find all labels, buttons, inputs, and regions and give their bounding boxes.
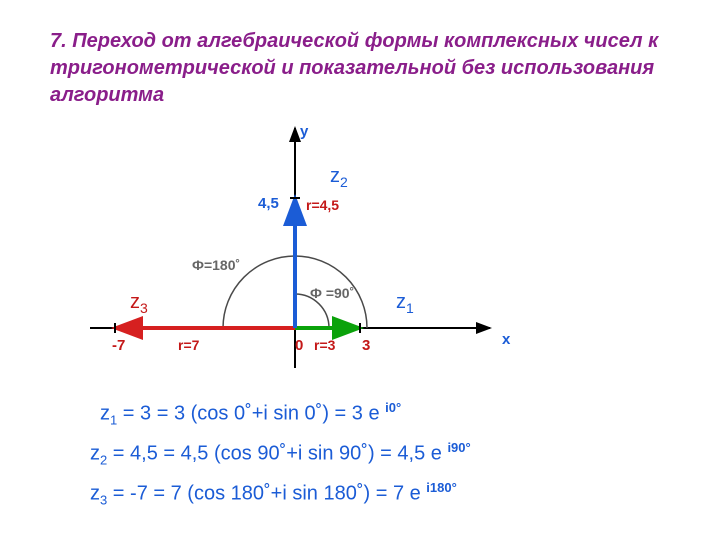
- label-phi180: Ф=180˚: [192, 257, 240, 273]
- complex-plane-diagram: x y 0 3 -7 4,5 r=3 r=4,5 r=7 Ф =90˚ Ф=180˚ z1 z2 z3: [70, 118, 530, 388]
- label-r7: r=7: [178, 337, 200, 353]
- equation-z1: z1 = 3 = 3 (cos 0˚+i sin 0˚) = 3 e i0°: [100, 400, 401, 428]
- labels: x y 0 3 -7 4,5 r=3 r=4,5 r=7 Ф =90˚ Ф=180˚ z1 z2 z3: [112, 123, 511, 354]
- label-r3: r=3: [314, 337, 336, 353]
- label-x: x: [502, 331, 511, 348]
- label-z1: z1: [396, 291, 414, 316]
- label-t3: 3: [362, 337, 370, 354]
- label-y: y: [300, 123, 309, 140]
- label-tm7: -7: [112, 337, 125, 354]
- label-r45: r=4,5: [306, 197, 339, 213]
- equation-z3: z3 = -7 = 7 (cos 180˚+i sin 180˚) = 7 e …: [90, 480, 457, 508]
- label-z2: z2: [330, 165, 348, 190]
- page-title: 7. Переход от алгебраической формы компл…: [50, 28, 670, 109]
- label-O: 0: [295, 337, 303, 354]
- label-phi90: Ф =90˚: [310, 285, 354, 301]
- equation-z2: z2 = 4,5 = 4,5 (cos 90˚+i sin 90˚) = 4,5…: [90, 440, 471, 468]
- label-z3: z3: [130, 291, 148, 316]
- label-t45: 4,5: [258, 195, 279, 212]
